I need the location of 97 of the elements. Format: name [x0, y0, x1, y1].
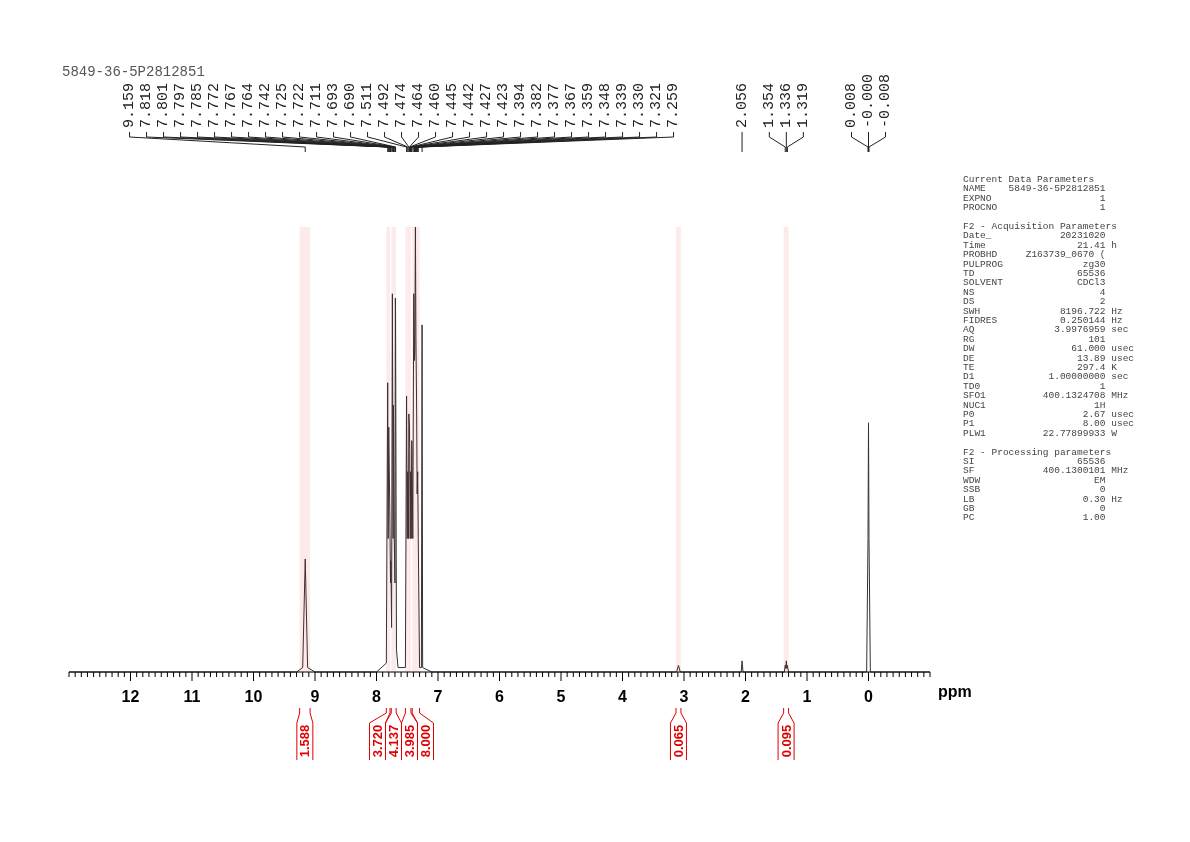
annotation: 7.767 [223, 82, 241, 128]
text: TD 65536 [963, 268, 1106, 279]
text: PROBHD Z163739_0670 ( [963, 249, 1106, 261]
text: WDW EM [963, 474, 1106, 486]
annotation: 7.690 [342, 82, 360, 128]
annotation: 7.427 [478, 82, 496, 128]
annotation: 7.330 [631, 82, 649, 128]
band-label: 1.588 [297, 724, 313, 758]
band-label: 4.137 [385, 724, 401, 758]
text: LB 0.30 Hz [963, 493, 1123, 505]
text: PLW1 22.77899933 W [963, 427, 1118, 439]
annotation: 7.764 [240, 82, 258, 128]
text: F2 - Processing parameters [963, 446, 1112, 458]
annotation: 1.319 [794, 82, 812, 128]
x-tick-label: 3 [679, 688, 689, 705]
text: NS 4 [963, 286, 1106, 298]
annotation: 7.321 [648, 82, 666, 128]
annotation: 7.377 [546, 82, 564, 128]
text: Current Data Parameters [963, 174, 1095, 185]
text: AQ 3.9976959 sec [963, 324, 1129, 336]
annotation: 7.474 [393, 82, 411, 128]
annotation: 7.725 [274, 82, 292, 128]
annotation: 7.801 [155, 82, 173, 128]
annotation: 7.445 [444, 82, 462, 128]
x-tick-label: 9 [310, 688, 320, 705]
text: D1 1.00000000 sec [963, 371, 1129, 383]
annotation: -0.000 [860, 73, 877, 128]
text: SSB 0 [963, 484, 1106, 496]
annotation: 7.818 [138, 82, 156, 128]
text: P1 8.00 usec [963, 418, 1135, 430]
x-tick-label: 8 [372, 688, 382, 705]
annotation: 7.348 [597, 82, 615, 128]
annotation: 7.785 [189, 82, 207, 128]
text: TE 297.4 K [963, 362, 1118, 373]
annotation: 7.394 [512, 82, 530, 128]
text: NUC1 1H [963, 399, 1106, 411]
text: FIDRES 0.250144 Hz [963, 315, 1123, 326]
annotation: 7.359 [580, 82, 598, 128]
text: P0 2.67 usec [963, 409, 1135, 420]
annotation: 7.339 [614, 82, 632, 128]
annotation: 2.056 [733, 82, 751, 128]
annotation: 7.492 [376, 82, 394, 128]
x-tick-label: 7 [433, 688, 443, 705]
x-tick-label: 10 [244, 688, 263, 705]
annotation: 7.711 [308, 82, 326, 128]
band-label: 0.095 [778, 724, 794, 758]
band-label: 3.720 [369, 724, 385, 758]
text: DS 2 [963, 296, 1106, 308]
annotation: 7.442 [461, 82, 479, 128]
text: EXPNO 1 [963, 192, 1106, 204]
annotation: 7.797 [172, 82, 190, 128]
x-tick-label: 2 [741, 688, 751, 705]
annotation: 7.511 [359, 82, 377, 128]
annotation: 1.354 [760, 82, 778, 128]
text: SF 400.1300101 MHz [963, 465, 1129, 477]
annotation: 9.159 [121, 82, 139, 128]
annotation: 7.367 [563, 82, 581, 128]
x-tick-label: 11 [183, 688, 201, 705]
x-tick-label: 5 [556, 688, 566, 705]
text: RG 101 [963, 333, 1106, 345]
annotation: 0.008 [843, 82, 860, 128]
annotation: 1.336 [777, 82, 795, 128]
text: 5849-36-5P2812851 [62, 64, 205, 80]
annotation: 7.742 [257, 82, 275, 128]
x-tick-label: 4 [618, 688, 628, 705]
text: SWH 8196.722 Hz [963, 305, 1123, 317]
annotation: 7.423 [495, 82, 513, 128]
annotation: 7.464 [410, 82, 428, 128]
text: PROCNO 1 [963, 202, 1106, 214]
text: DE 13.89 usec [963, 352, 1135, 364]
band-label: 8.000 [417, 724, 433, 758]
x-tick-label: 1 [802, 688, 812, 705]
band-label: 3.985 [401, 724, 417, 758]
band-label: 0.065 [670, 724, 686, 758]
annotation: 7.772 [206, 82, 224, 128]
text: Time 21.41 h [963, 239, 1117, 251]
text: PULPROG zg30 [963, 258, 1106, 270]
x-tick-label: 0 [864, 688, 874, 705]
annotation: -0.008 [877, 73, 894, 128]
x-tick-label: 12 [121, 688, 140, 705]
text: NAME 5849-36-5P2812851 [963, 183, 1106, 195]
text: SFO1 400.1324708 MHz [963, 390, 1129, 402]
text: GB 0 [963, 503, 1106, 514]
text: PC 1.00 [963, 512, 1106, 524]
annotation: 7.722 [291, 82, 309, 128]
x-axis-title: ppm [938, 683, 972, 700]
annotation: 7.382 [529, 82, 547, 128]
text: SOLVENT CDCl3 [963, 277, 1106, 289]
annotation: 7.460 [427, 82, 445, 128]
text: DW 61.000 usec [963, 343, 1135, 355]
text: F2 - Acquisition Parameters [963, 221, 1117, 232]
text: Date_ 20231020 [963, 230, 1106, 242]
x-tick-label: 6 [495, 688, 505, 705]
text: SI 65536 [963, 456, 1106, 467]
text: TD0 1 [963, 380, 1106, 392]
annotation: 7.259 [665, 82, 683, 128]
annotation: 7.693 [325, 82, 343, 128]
